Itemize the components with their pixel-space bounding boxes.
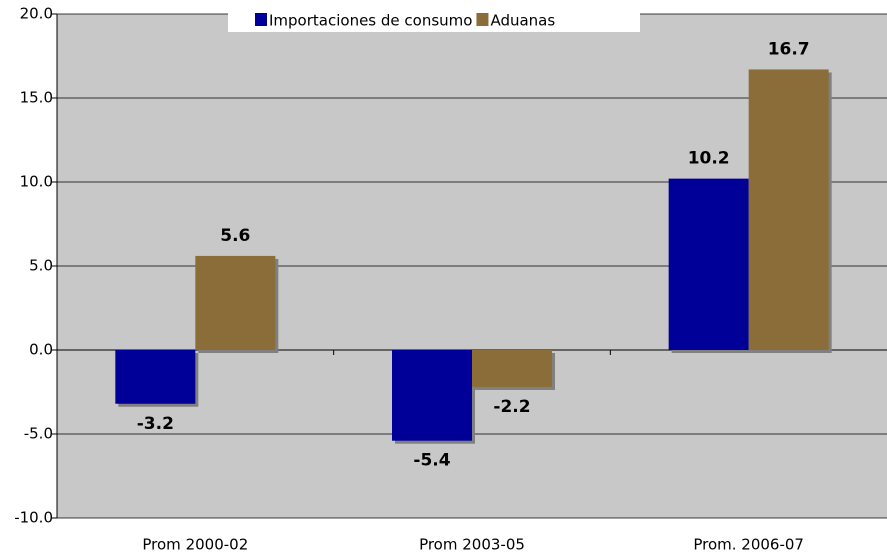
legend-swatch	[476, 13, 489, 26]
value-label: -3.2	[137, 414, 174, 434]
bar	[392, 350, 472, 441]
legend-swatch	[255, 13, 267, 26]
value-label: -2.2	[493, 397, 530, 417]
value-label: 16.7	[768, 39, 810, 59]
legend-box	[228, 8, 640, 32]
y-tick-label: 0.0	[29, 341, 53, 359]
y-tick-label: -10.0	[14, 509, 53, 527]
value-label: -5.4	[413, 451, 450, 471]
bar	[115, 350, 196, 404]
y-tick-label: 20.0	[20, 5, 53, 23]
legend-label: Importaciones de consumo	[269, 12, 472, 30]
value-label: 5.6	[220, 226, 250, 246]
bar	[748, 69, 829, 350]
y-tick-label: 10.0	[20, 173, 53, 191]
legend-label: Aduanas	[490, 12, 555, 30]
x-tick-label: Prom. 2006-07	[693, 536, 804, 554]
bar	[472, 350, 552, 387]
bar	[195, 255, 276, 350]
y-tick-label: 15.0	[20, 89, 53, 107]
x-tick-label: Prom 2003-05	[419, 536, 525, 554]
bar	[668, 178, 749, 350]
value-label: 10.2	[688, 149, 730, 169]
y-tick-label: -5.0	[24, 425, 53, 443]
x-tick-label: Prom 2000-02	[142, 536, 248, 554]
y-tick-label: 5.0	[29, 257, 53, 275]
